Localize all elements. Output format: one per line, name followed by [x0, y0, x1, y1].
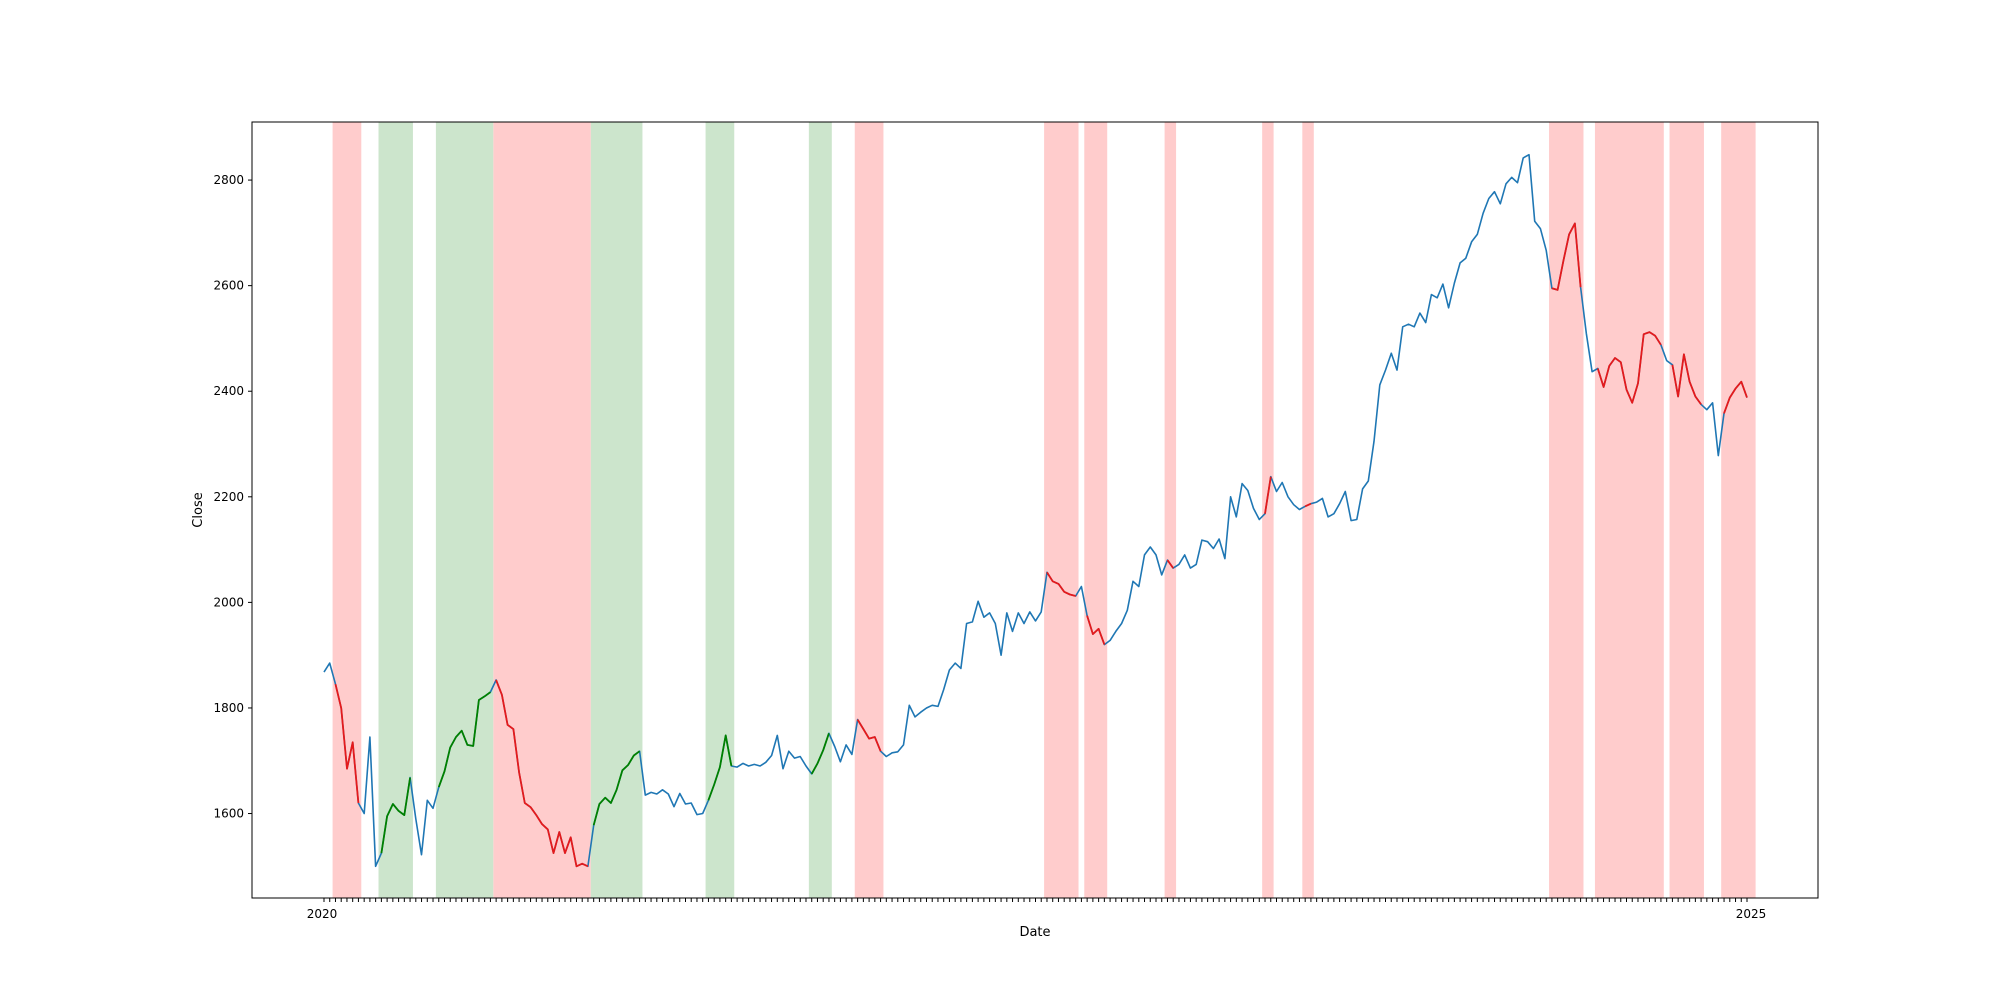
decline-segment — [334, 683, 360, 804]
rise-band — [808, 122, 832, 898]
decline-segment — [1671, 353, 1702, 405]
close-price-line — [323, 153, 1748, 868]
decline-segment — [1596, 331, 1662, 404]
decline-band — [1164, 122, 1177, 898]
plot-frame — [251, 121, 1819, 899]
rise-band — [705, 122, 735, 898]
rise-segment — [707, 734, 733, 801]
decline-band — [1262, 122, 1274, 898]
decline-segment — [1264, 476, 1272, 514]
rise-band — [378, 122, 413, 898]
decline-band — [1044, 122, 1079, 898]
rise-segment — [380, 777, 411, 854]
x-tick-label-first: 2020 — [307, 907, 338, 921]
rise-band — [590, 122, 643, 898]
decline-band — [854, 122, 884, 898]
decline-band — [1302, 122, 1314, 898]
decline-segment — [495, 679, 589, 868]
y-tick-label: 1800 — [213, 701, 244, 715]
decline-band — [1721, 122, 1756, 898]
rise-segment — [592, 750, 641, 826]
y-axis-ticks: 1600 1800 2000 2200 2400 2600 2800 — [213, 173, 252, 821]
y-axis-label: Close — [191, 492, 206, 527]
y-tick-label: 1600 — [213, 807, 244, 821]
decline-band — [1084, 122, 1108, 898]
y-tick-label: 2800 — [213, 173, 244, 187]
rise-segment — [437, 691, 491, 788]
decline-band — [1669, 122, 1704, 898]
decline-segment — [1551, 222, 1582, 291]
decline-segment — [856, 719, 882, 752]
y-tick-label: 2000 — [213, 595, 244, 609]
decline-segment — [1086, 615, 1106, 645]
highlight-bands — [332, 122, 1756, 898]
x-tick-label-last: 2025 — [1736, 907, 1767, 921]
rise-band — [435, 122, 494, 898]
decline-segment — [1046, 571, 1076, 597]
decline-band — [1594, 122, 1664, 898]
decline-band — [1549, 122, 1584, 898]
decline-segment — [1723, 380, 1748, 414]
rise-segment — [810, 733, 830, 775]
x-axis-label: Date — [1019, 925, 1050, 940]
x-axis-ticks: 2020 2025 — [307, 898, 1767, 921]
y-tick-label: 2600 — [213, 279, 244, 293]
y-tick-label: 2200 — [213, 490, 244, 504]
y-tick-label: 2400 — [213, 384, 244, 398]
decline-band — [493, 122, 591, 898]
decline-segment — [1304, 502, 1312, 508]
decline-segment — [1166, 559, 1174, 569]
